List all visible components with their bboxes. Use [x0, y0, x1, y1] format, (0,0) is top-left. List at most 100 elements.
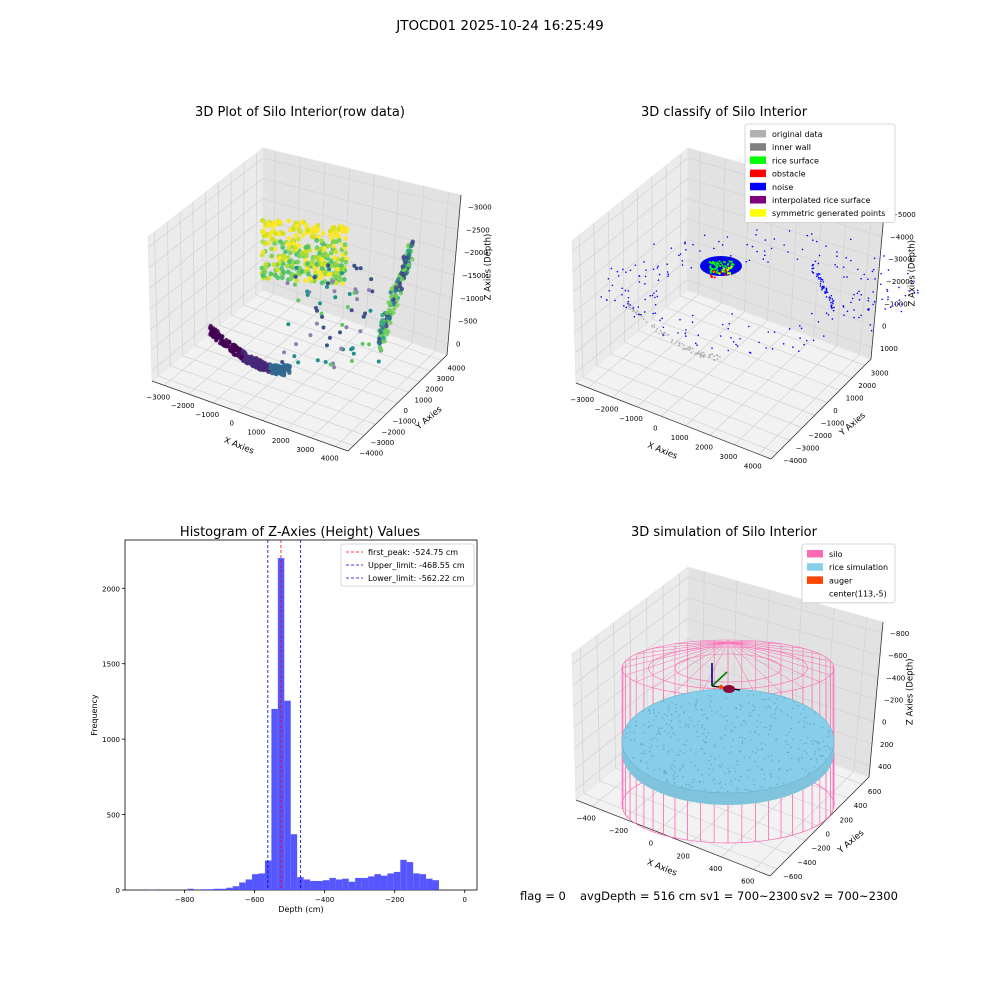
rice-point — [804, 722, 807, 725]
data-point — [637, 306, 640, 308]
x-tick-label: 0 — [463, 896, 467, 904]
rice-point — [685, 783, 688, 786]
data-point — [664, 334, 667, 337]
data-point — [763, 250, 766, 252]
rice-point — [778, 760, 780, 762]
rice-point — [739, 708, 742, 711]
data-point — [370, 289, 375, 294]
grid-line — [687, 198, 881, 260]
data-point — [815, 275, 818, 278]
rice-point — [766, 707, 769, 709]
data-point — [380, 325, 386, 330]
data-point — [274, 363, 280, 368]
data-point — [287, 363, 292, 369]
data-point — [814, 260, 817, 263]
data-point — [401, 254, 406, 260]
data-point — [308, 333, 313, 338]
data-point — [831, 300, 834, 303]
data-point — [863, 273, 866, 276]
data-point — [696, 351, 699, 354]
data-point — [286, 218, 292, 224]
rice-point — [679, 725, 681, 728]
data-point — [340, 229, 346, 235]
data-point — [711, 347, 713, 349]
rice-point — [813, 766, 816, 768]
rice-point — [703, 752, 706, 755]
y-tick-label: 500 — [107, 812, 120, 820]
rice-point — [738, 779, 741, 782]
data-point — [660, 332, 663, 335]
rice-point — [671, 701, 673, 704]
data-point — [798, 324, 801, 327]
data-point — [339, 263, 345, 269]
rice-point — [697, 724, 699, 726]
data-point — [867, 278, 869, 281]
rice-point — [806, 721, 809, 724]
data-point — [825, 245, 827, 247]
rice-point — [721, 762, 723, 765]
data-point — [748, 325, 750, 328]
rice-point — [655, 733, 658, 736]
data-point — [358, 329, 363, 334]
data-point — [313, 305, 318, 310]
rice-point — [663, 772, 665, 774]
x-tick-label: 3000 — [720, 453, 738, 461]
rice-point — [769, 724, 771, 727]
rice-point — [646, 762, 648, 764]
rice-point — [691, 785, 694, 788]
data-point — [340, 226, 346, 231]
histogram-bar — [206, 889, 214, 890]
rice-point — [812, 743, 814, 745]
rice-point — [694, 765, 696, 767]
z-axis-line — [870, 202, 886, 360]
data-point — [352, 290, 357, 295]
histogram-bar — [271, 708, 278, 890]
grid-line — [573, 618, 688, 707]
rice-point — [736, 760, 738, 762]
data-point — [726, 272, 729, 275]
data-point — [291, 237, 296, 243]
data-point — [381, 320, 386, 326]
rice-point — [651, 725, 654, 727]
data-point — [625, 306, 627, 309]
grid-line — [638, 330, 828, 404]
data-point — [718, 264, 721, 267]
data-point — [679, 318, 681, 321]
data-point — [319, 266, 325, 271]
silo-wire — [727, 641, 782, 693]
rice-point — [650, 738, 652, 741]
rice-point — [671, 768, 674, 771]
status-sv2: sv2 = 700~2300 — [800, 889, 898, 903]
data-point — [806, 234, 809, 237]
data-point — [818, 254, 821, 257]
rice-point — [822, 740, 825, 742]
data-point — [724, 273, 727, 276]
rice-point — [640, 759, 642, 762]
rice-point — [776, 706, 778, 709]
y-axis-label: Y Axies — [836, 828, 867, 856]
rice-point — [718, 755, 721, 758]
rice-point — [803, 750, 806, 752]
data-point — [686, 348, 689, 350]
data-point — [643, 261, 645, 263]
grid-line — [255, 294, 442, 361]
grid-line — [687, 618, 879, 678]
data-point — [305, 261, 310, 267]
data-point — [653, 292, 655, 294]
rice-point — [673, 759, 675, 762]
data-point — [627, 290, 630, 292]
data-point — [681, 259, 684, 262]
histogram-bar — [252, 874, 259, 890]
silo-wire — [652, 641, 729, 689]
rice-point — [667, 705, 670, 707]
data-point — [332, 365, 337, 370]
grid-line — [573, 198, 688, 292]
data-point — [678, 344, 681, 347]
data-point — [321, 242, 327, 247]
rice-point — [775, 739, 777, 742]
data-point — [315, 358, 320, 363]
histogram-bar — [355, 877, 362, 890]
grid-line — [685, 328, 791, 427]
rice-point — [673, 733, 676, 736]
rice-point — [671, 763, 674, 766]
